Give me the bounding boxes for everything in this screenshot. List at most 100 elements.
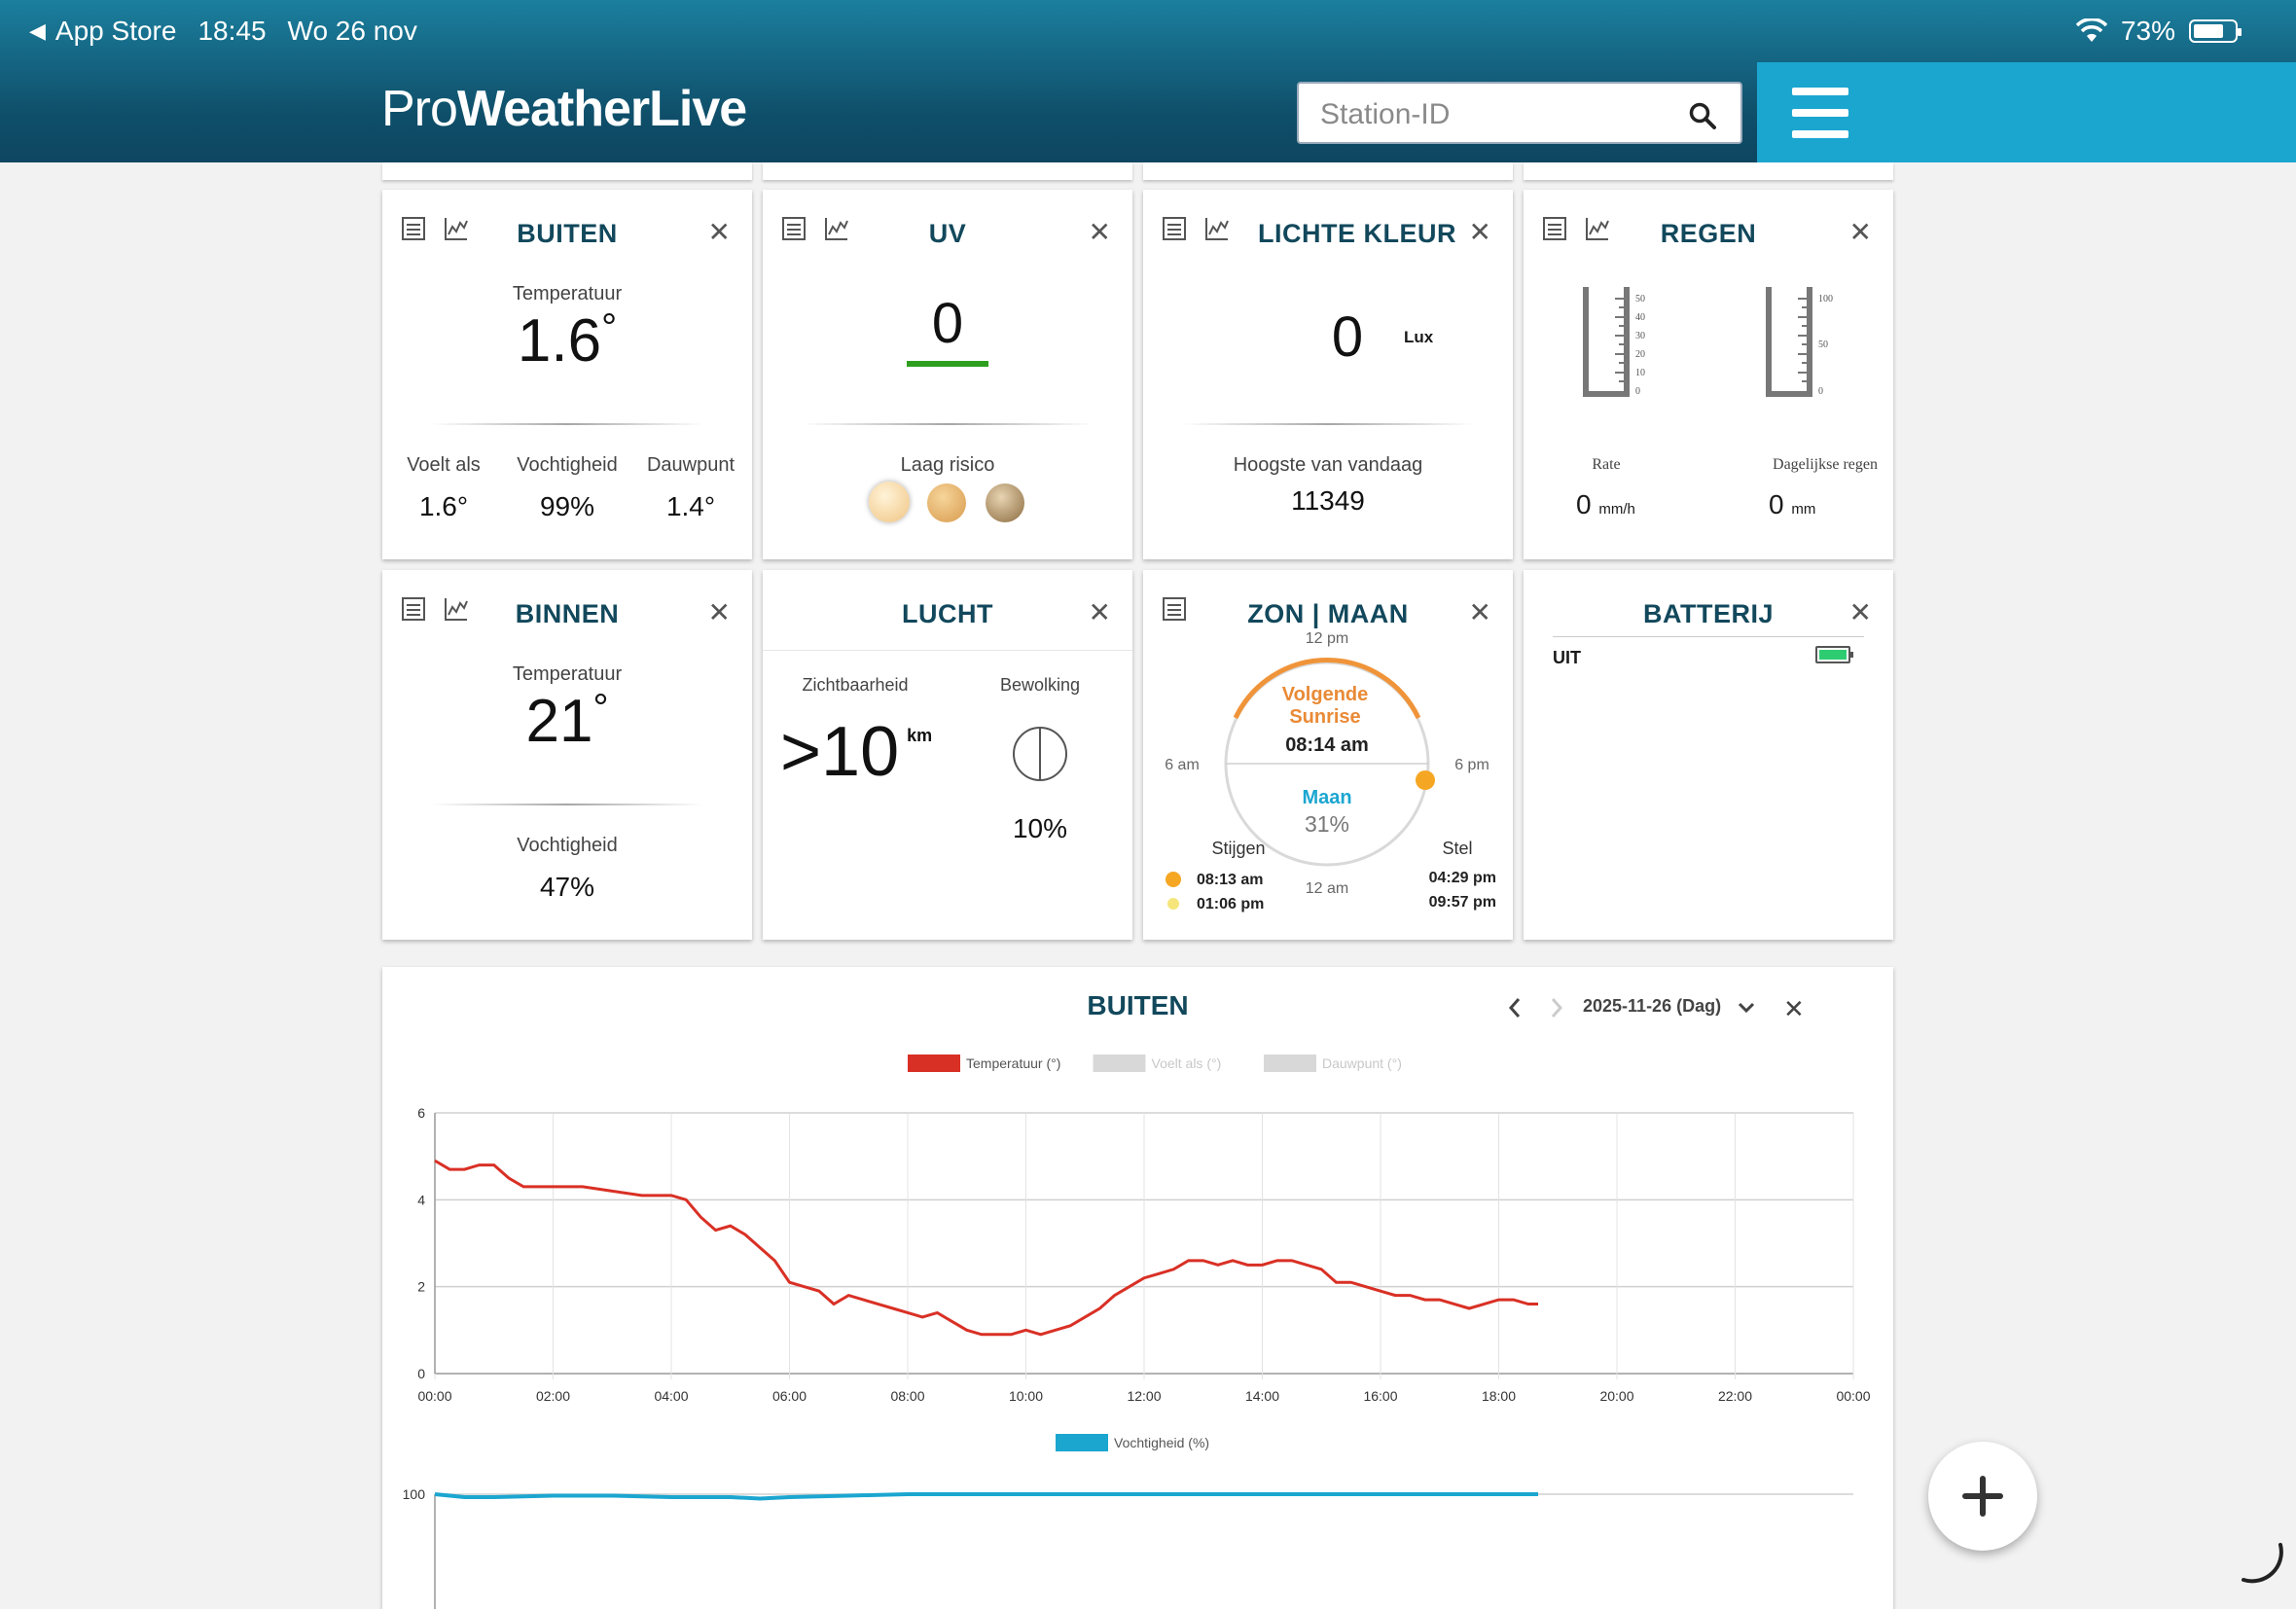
daily-rain-value: 0 mm [1769, 489, 1816, 519]
cloud-cover-value: 10% [1012, 813, 1068, 843]
chart-icon[interactable] [823, 215, 850, 242]
close-icon[interactable]: ✕ [707, 597, 731, 627]
time-12pm: 12 pm [1306, 630, 1348, 647]
daily-rain-gauge: 100 50 0 [1766, 287, 1833, 397]
time-6pm: 6 pm [1454, 757, 1489, 773]
light-value: 0 [1331, 305, 1364, 369]
menu-button[interactable] [1757, 62, 2296, 162]
next-day-icon[interactable] [1548, 996, 1565, 1019]
card-stub [1524, 162, 1893, 180]
card-title: BATTERIJ [1642, 599, 1774, 628]
sun-rise-time: 08:13 am [1197, 872, 1264, 888]
x-tick-label: 20:00 [1599, 1388, 1633, 1404]
status-date: Wo 26 nov [287, 16, 417, 46]
status-time: 18:45 [197, 16, 267, 46]
time-6am: 6 am [1165, 757, 1200, 773]
skin-tone-dark [986, 483, 1024, 522]
skin-tone-light [869, 482, 910, 522]
x-tick-label: 18:00 [1482, 1388, 1516, 1404]
legend-swatch [1056, 1434, 1108, 1451]
close-icon[interactable]: ✕ [1848, 597, 1872, 627]
rise-label: Stijgen [1211, 839, 1265, 858]
back-to-app-link[interactable]: App Store [54, 16, 177, 46]
title-divider [1553, 636, 1864, 637]
list-icon[interactable] [400, 595, 427, 623]
card-title: UV [928, 219, 967, 248]
humidity-value: 99% [539, 491, 595, 521]
list-icon[interactable] [780, 215, 807, 242]
close-icon[interactable]: ✕ [1468, 217, 1491, 247]
uv-risk-label: Laag risico [900, 454, 995, 476]
close-icon[interactable]: ✕ [707, 217, 731, 247]
moon-icon [1167, 898, 1179, 910]
card-title: REGEN [1660, 219, 1757, 248]
x-tick-label: 08:00 [890, 1388, 924, 1404]
chart-icon[interactable] [443, 595, 470, 623]
rate-value: 0 mm/h [1576, 489, 1635, 519]
title-divider [763, 650, 1132, 651]
dewpoint-value: 1.4° [665, 491, 716, 521]
plus-icon [1962, 1476, 2003, 1517]
feels-like-value: 1.6° [418, 491, 469, 521]
legend-label: Vochtigheid (%) [1114, 1435, 1209, 1450]
close-icon[interactable]: ✕ [1848, 217, 1872, 247]
date-selector[interactable]: 2025-11-26 (Dag) [1583, 996, 1722, 1016]
add-widget-button[interactable] [1928, 1442, 2037, 1551]
card-stub [382, 162, 752, 180]
humidity-chart: Vochtigheid (%) 100 [403, 1434, 1853, 1609]
search-icon[interactable] [1688, 101, 1717, 130]
rate-label: Rate [1592, 456, 1621, 473]
prev-day-icon[interactable] [1506, 996, 1524, 1019]
daily-tick: 50 [1818, 340, 1828, 350]
card-stub [1143, 162, 1513, 180]
app-header: ◀ App Store 18:45 Wo 26 nov 73% ProWeath… [0, 0, 2296, 162]
battery-percent: 73% [2120, 16, 2175, 46]
cloud-cover-icon [1013, 727, 1067, 781]
status-bar-left: ◀ App Store 18:45 Wo 26 nov [29, 14, 417, 49]
list-icon[interactable] [1161, 215, 1188, 242]
station-search [1297, 82, 1742, 144]
y-tick-label: 100 [403, 1486, 426, 1502]
card-title: LICHTE KLEUR [1258, 219, 1456, 248]
feels-like-label: Voelt als [407, 454, 481, 476]
temperature-series-line [434, 1159, 1538, 1337]
card-stub [763, 162, 1132, 180]
x-tick-label: 12:00 [1127, 1388, 1161, 1404]
chart-icon[interactable] [1584, 215, 1611, 242]
rate-tick: 0 [1635, 386, 1640, 397]
chevron-down-icon[interactable] [1737, 1000, 1756, 1016]
close-icon[interactable]: ✕ [1468, 597, 1491, 627]
legend-label: Temperatuur (°) [966, 1055, 1060, 1071]
divider [431, 423, 703, 425]
close-icon[interactable]: ✕ [1088, 217, 1111, 247]
list-icon[interactable] [1161, 595, 1188, 623]
temperature-chart: Temperatuur (°) Voelt als (°) Dauwpunt (°)… [417, 1055, 1871, 1404]
x-tick-label: 10:00 [1009, 1388, 1043, 1404]
legend-label: Dauwpunt (°) [1322, 1055, 1402, 1071]
battery-icon [2189, 19, 2242, 43]
uv-value: 0 [931, 292, 964, 355]
chart-icon[interactable] [1203, 215, 1231, 242]
list-icon[interactable] [400, 215, 427, 242]
max-today-value: 11349 [1291, 485, 1365, 516]
sky-card: LUCHT ✕ Zichtbaarheid Bewolking >10 km 10… [763, 570, 1132, 940]
cloud-cover-label: Bewolking [999, 675, 1081, 695]
chart-icon[interactable] [443, 215, 470, 242]
close-icon[interactable]: ✕ [1088, 597, 1111, 627]
close-icon[interactable]: ✕ [1783, 994, 1805, 1023]
legend-swatch [1264, 1055, 1316, 1072]
daily-tick: 100 [1818, 294, 1833, 304]
status-bar-right: 73% [2075, 14, 2242, 49]
list-icon[interactable] [1541, 215, 1568, 242]
rain-rate-gauge: 50 40 30 20 10 0 [1583, 287, 1645, 397]
app-logo[interactable]: ProWeatherLive [381, 81, 747, 137]
back-arrow-icon[interactable]: ◀ [29, 18, 46, 43]
next-event-label-2: Sunrise [1289, 706, 1360, 728]
visibility-label: Zichtbaarheid [802, 675, 909, 695]
rain-card: REGEN ✕ 50 40 30 20 10 0 100 50 0 Rate D… [1524, 190, 1893, 559]
station-id-input[interactable] [1318, 95, 1668, 134]
moon-set-time: 09:57 pm [1429, 894, 1496, 911]
next-event-label-1: Volgende [1282, 684, 1369, 705]
indoor-card: BINNEN ✕ Temperatuur 21° Vochtigheid 47% [382, 570, 752, 940]
chart-panel-title: BUITEN [1087, 990, 1189, 1020]
